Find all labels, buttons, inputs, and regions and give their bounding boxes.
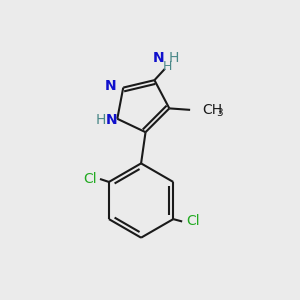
Text: N: N xyxy=(106,113,117,127)
Text: H: H xyxy=(169,51,179,65)
Text: N: N xyxy=(152,51,164,65)
Text: 3: 3 xyxy=(216,108,223,118)
Text: Cl: Cl xyxy=(186,214,200,229)
Text: H: H xyxy=(96,113,106,127)
Text: Cl: Cl xyxy=(83,172,96,186)
Text: CH: CH xyxy=(202,103,222,117)
Text: N: N xyxy=(105,79,117,93)
Text: H: H xyxy=(163,60,172,73)
